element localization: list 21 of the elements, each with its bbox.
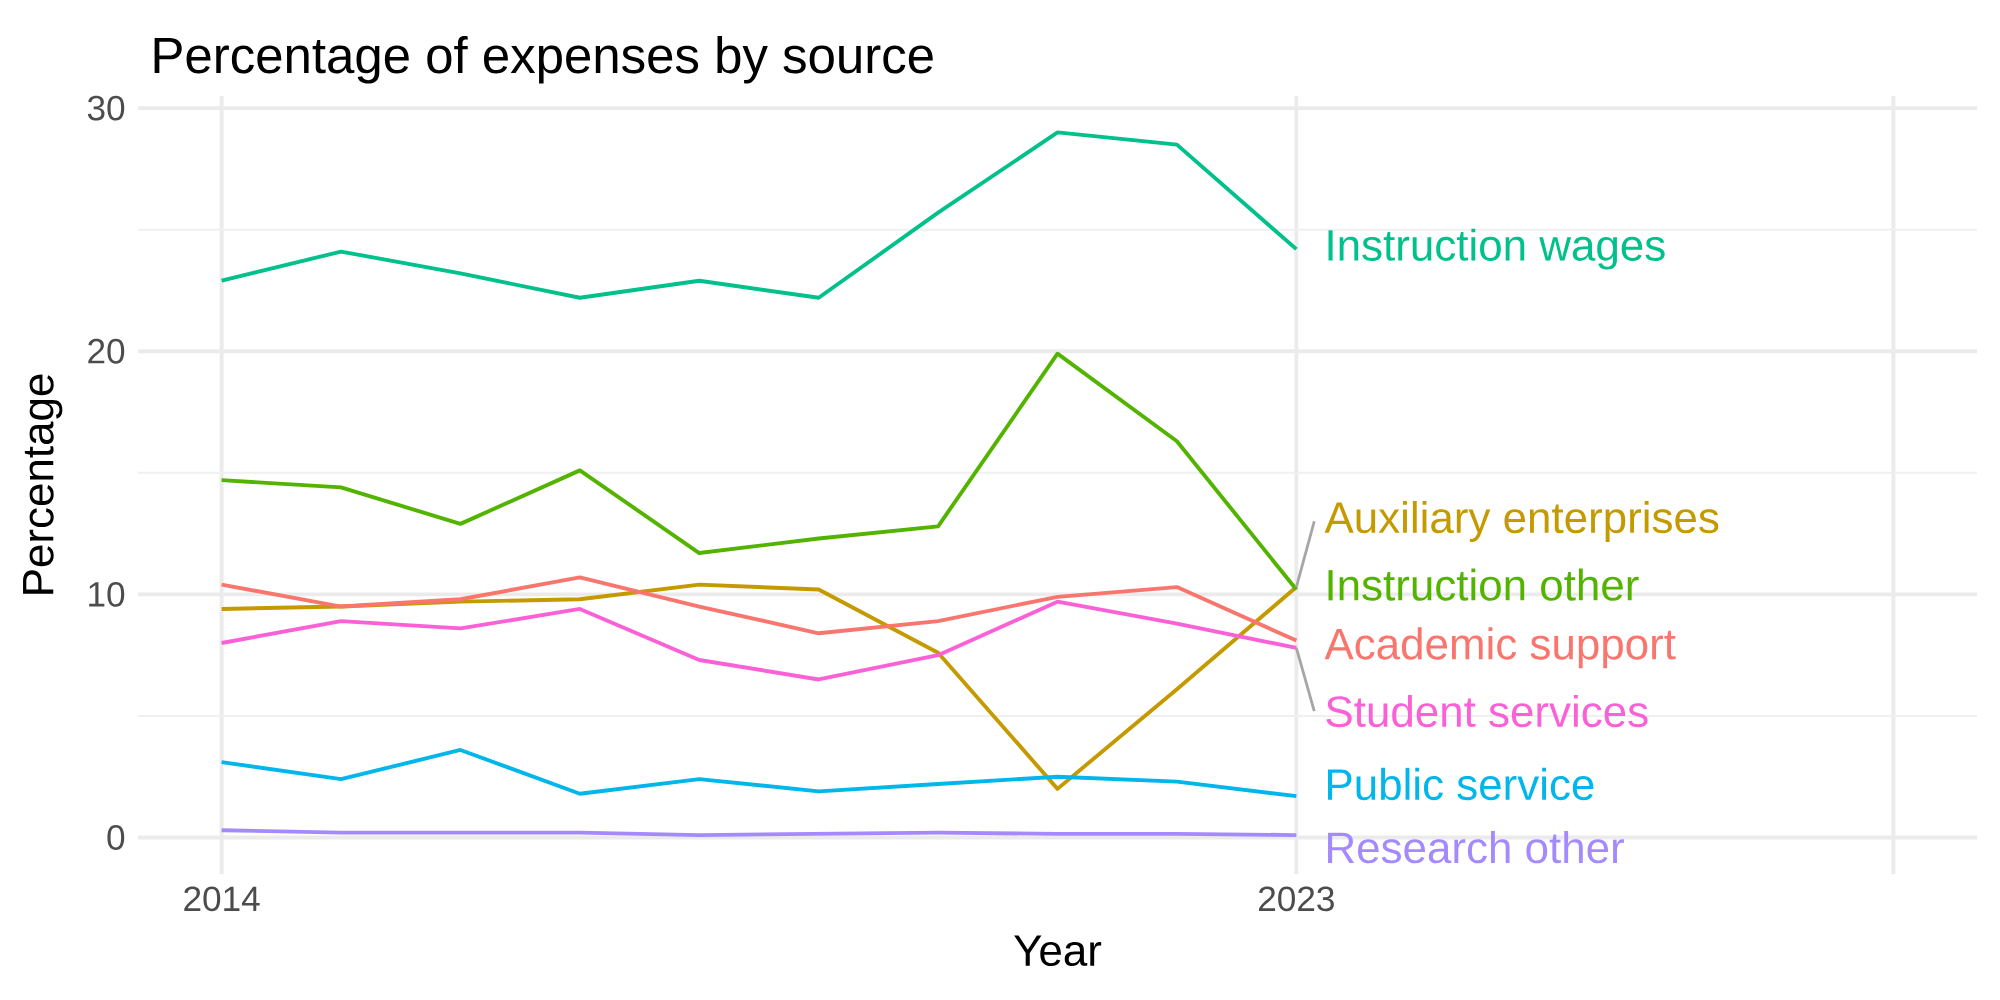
series-label: Public service <box>1328 767 1594 801</box>
x-tick-label: 2014 <box>184 886 260 912</box>
line-series <box>219 130 1299 300</box>
chart-title: Percentage of expenses by source <box>154 36 933 84</box>
series-label: Research other <box>1328 831 1624 864</box>
series-label: Instruction wages <box>1328 228 1665 270</box>
line-series <box>219 599 1299 682</box>
y-tick-label: 10 <box>89 581 125 607</box>
series-label: Academic support <box>1324 627 1676 669</box>
x-tick-label: 2023 <box>1259 886 1334 912</box>
y-axis-title: Percentage <box>23 374 63 594</box>
y-tick-label: 0 <box>107 825 125 850</box>
line-series <box>219 575 1299 643</box>
series-label: Instruction other <box>1328 568 1639 601</box>
line-series <box>219 351 1299 592</box>
y-tick-label: 30 <box>87 95 125 121</box>
line-series <box>219 748 1299 799</box>
series-label: Auxiliary enterprises <box>1324 500 1719 542</box>
series-label: Student services <box>1326 694 1648 728</box>
x-axis-title: Year <box>1014 935 1102 967</box>
y-tick-label: 20 <box>88 338 125 364</box>
